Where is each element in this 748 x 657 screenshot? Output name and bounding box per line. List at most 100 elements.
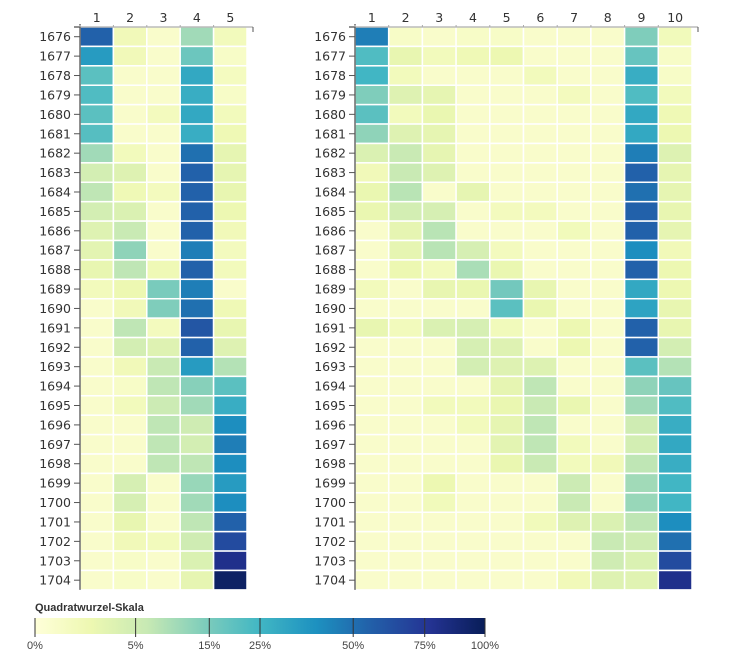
heatmap-cell [421, 84, 457, 106]
heatmap-cell [179, 550, 215, 572]
x-tick-label: 9 [637, 10, 645, 25]
heatmap-cell [455, 530, 491, 552]
heatmap-cell [212, 103, 248, 125]
heatmap-cell [623, 336, 660, 358]
heatmap-cell [657, 395, 693, 416]
y-tick-label: 1687 [314, 243, 346, 258]
heatmap-cell [421, 45, 457, 67]
y-tick-label: 1684 [314, 184, 346, 199]
heatmap-cell [179, 511, 215, 533]
heatmap-cell [556, 453, 592, 475]
y-tick-label: 1686 [39, 223, 71, 238]
heatmap-cell [556, 550, 592, 572]
heatmap-cell [522, 65, 558, 86]
heatmap-cell [212, 569, 248, 591]
heatmap-cell [79, 433, 115, 455]
heatmap-cell [146, 45, 181, 67]
y-tick-label: 1702 [39, 534, 71, 549]
heatmap-cell [146, 181, 181, 203]
heatmap-cell [489, 84, 525, 106]
heatmap-cell [590, 297, 626, 319]
heatmap-cell [657, 123, 693, 145]
heatmap-cell [522, 336, 558, 358]
heatmap-cell [212, 336, 248, 358]
heatmap-cell [112, 569, 148, 591]
y-tick-label: 1681 [314, 126, 346, 141]
heatmap-cell [657, 65, 693, 86]
heatmap-cell [489, 336, 525, 358]
heatmap-cell [354, 297, 390, 319]
heatmap-cell [387, 550, 424, 572]
heatmap-cell [455, 123, 491, 145]
heatmap-cell [657, 239, 693, 261]
heatmap-cell [657, 142, 693, 164]
heatmap-cell [421, 220, 457, 242]
heatmap-cell [421, 569, 457, 591]
heatmap-cell [455, 259, 491, 281]
heatmap-cell [522, 530, 558, 552]
heatmap-cell [146, 259, 181, 281]
y-tick-label: 1680 [314, 107, 346, 122]
heatmap-cell [522, 239, 558, 261]
heatmap-cell [590, 511, 626, 533]
heatmap-cell [489, 162, 525, 184]
heatmap-cell [556, 200, 592, 222]
heatmap-cell [354, 375, 390, 397]
heatmap-cell [522, 375, 558, 397]
heatmap-cell [179, 65, 215, 86]
heatmap-cell [212, 200, 248, 222]
heatmap-cell [522, 45, 558, 67]
heatmap-cell [522, 492, 558, 513]
heatmap-cell [455, 26, 491, 48]
y-tick-label: 1703 [39, 553, 71, 568]
heatmap-cell [556, 65, 592, 86]
heatmap-cell [179, 375, 215, 397]
heatmap-cell [623, 103, 660, 125]
heatmap-cell [489, 317, 525, 339]
heatmap-cell [556, 492, 592, 513]
heatmap-cell [387, 84, 424, 106]
heatmap-cell [354, 259, 390, 281]
x-tick-label: 10 [667, 10, 683, 25]
heatmap-cell [556, 103, 592, 125]
heatmap-cell [179, 181, 215, 203]
heatmap-cell [590, 569, 626, 591]
heatmap-cell [421, 395, 457, 416]
heatmap-cell [112, 65, 148, 86]
heatmap-cell [657, 530, 693, 552]
heatmap-cell [657, 220, 693, 242]
heatmap-cell [79, 375, 115, 397]
heatmap-cell [212, 220, 248, 242]
x-tick-label: 4 [469, 10, 477, 25]
heatmap-cell [79, 395, 115, 416]
heatmap-cell [387, 356, 424, 378]
heatmap-cell [112, 530, 148, 552]
heatmap-cell [354, 492, 390, 513]
legend-tick-label: 0% [27, 640, 43, 652]
heatmap-cell [79, 181, 115, 203]
heatmap-cell [623, 220, 660, 242]
heatmap-cell [590, 317, 626, 339]
heatmap-cell [354, 472, 390, 494]
heatmap-cell [146, 26, 181, 48]
heatmap-cell [657, 569, 693, 591]
heatmap-cell [657, 336, 693, 358]
heatmap-cell [421, 356, 457, 378]
heatmap-cell [657, 492, 693, 513]
heatmap-cell [354, 26, 390, 48]
heatmap-cell [623, 375, 660, 397]
heatmap-cell [354, 569, 390, 591]
heatmap-cell [146, 123, 181, 145]
heatmap-cell [489, 356, 525, 378]
heatmap-cell [590, 433, 626, 455]
heatmap-cell [146, 550, 181, 572]
heatmap-cell [179, 530, 215, 552]
heatmap-cell [212, 550, 248, 572]
heatmap-cell [522, 84, 558, 106]
heatmap-cell [556, 472, 592, 494]
y-tick-label: 1690 [39, 301, 71, 316]
heatmap-cell [657, 414, 693, 436]
legend-title: Quadratwurzel-Skala [35, 602, 145, 614]
y-tick-label: 1694 [39, 379, 71, 394]
heatmap-cell [590, 550, 626, 572]
